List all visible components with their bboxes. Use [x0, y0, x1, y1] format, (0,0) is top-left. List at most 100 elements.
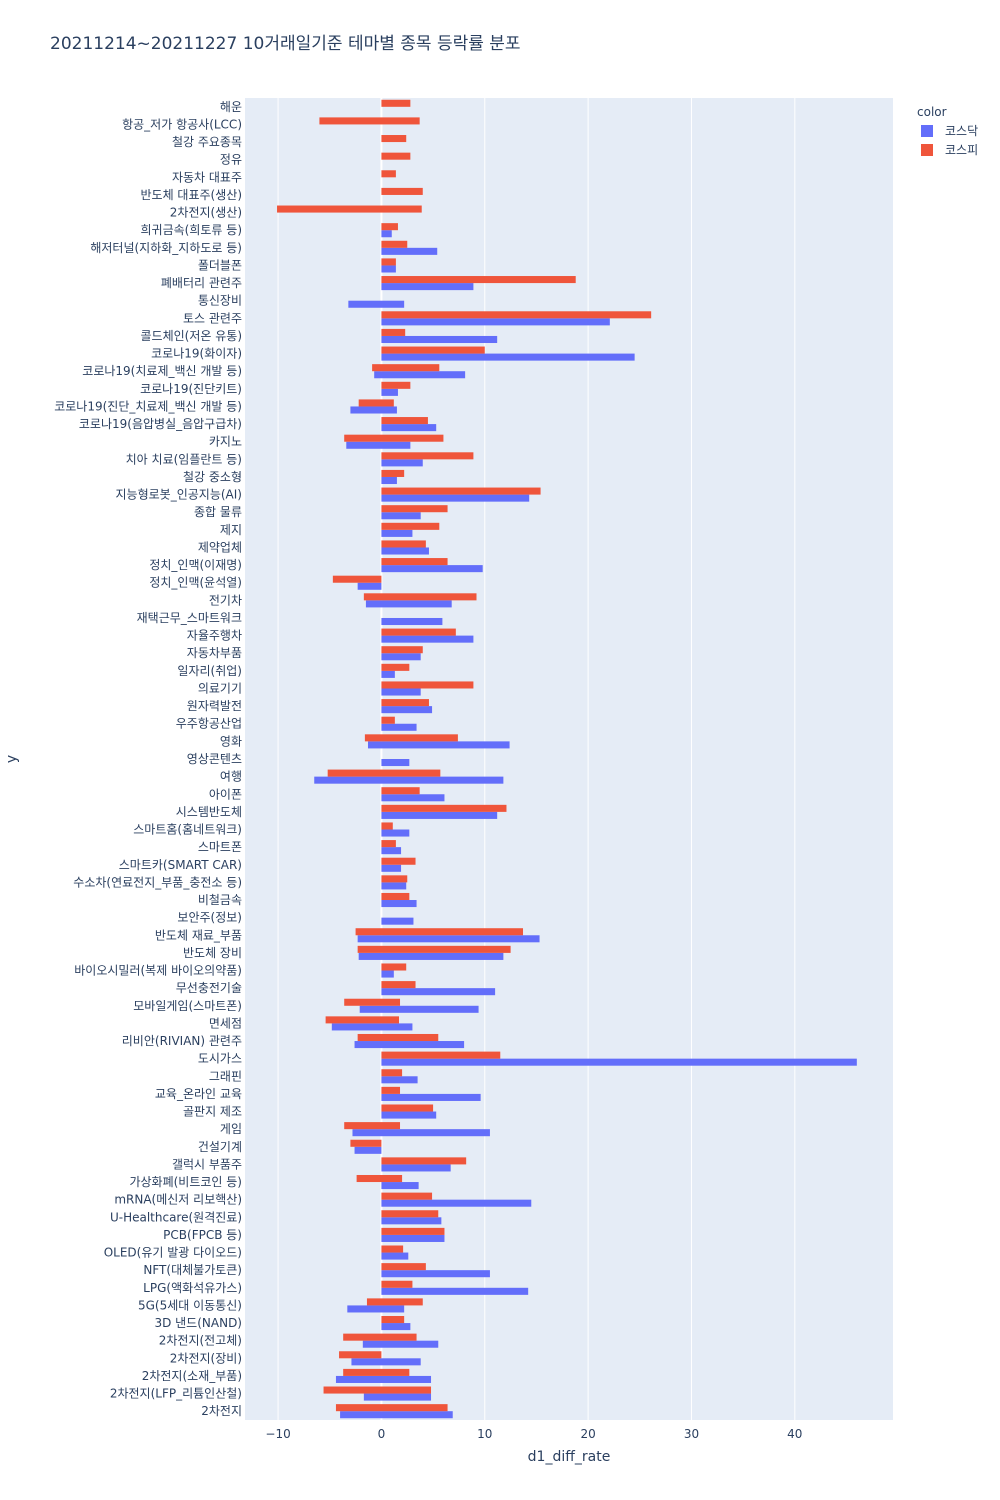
bar-kospi[interactable] — [381, 417, 428, 425]
bar-kospi[interactable] — [343, 1333, 417, 1341]
bar-kospi[interactable] — [381, 1192, 433, 1200]
bar-kospi[interactable] — [381, 822, 393, 830]
bar-kospi[interactable] — [357, 945, 511, 953]
bar-kospi[interactable] — [356, 1174, 403, 1183]
bar-kosdaq[interactable] — [381, 230, 392, 238]
bar-kospi[interactable] — [381, 328, 406, 336]
bar-kosdaq[interactable] — [381, 794, 445, 802]
bar-kospi[interactable] — [381, 135, 407, 143]
bar-kosdaq[interactable] — [381, 900, 417, 908]
bar-kospi[interactable] — [381, 1104, 434, 1112]
bar-kospi[interactable] — [381, 981, 416, 989]
bar-kosdaq[interactable] — [381, 1252, 409, 1260]
bar-kospi[interactable] — [381, 311, 652, 319]
bar-kosdaq[interactable] — [381, 459, 423, 467]
bar-kosdaq[interactable] — [340, 1411, 453, 1419]
bar-kospi[interactable] — [381, 1086, 401, 1094]
bar-kosdaq[interactable] — [350, 406, 397, 414]
legend-swatch[interactable] — [921, 144, 933, 156]
bar-kosdaq[interactable] — [346, 441, 411, 449]
bar-kosdaq[interactable] — [381, 829, 410, 837]
bar-kosdaq[interactable] — [362, 1340, 439, 1348]
bar-kosdaq[interactable] — [381, 1234, 445, 1242]
bar-kospi[interactable] — [372, 364, 440, 372]
bar-kospi[interactable] — [381, 1157, 467, 1165]
bar-kosdaq[interactable] — [381, 635, 474, 643]
bar-kosdaq[interactable] — [381, 512, 421, 520]
bar-kospi[interactable] — [343, 1368, 410, 1376]
bar-kospi[interactable] — [381, 505, 448, 513]
bar-kosdaq[interactable] — [381, 318, 610, 326]
bar-kosdaq[interactable] — [352, 1129, 490, 1137]
bar-kosdaq[interactable] — [381, 882, 407, 890]
bar-kospi[interactable] — [381, 469, 405, 477]
bar-kospi[interactable] — [319, 117, 420, 125]
bar-kospi[interactable] — [344, 1122, 401, 1130]
bar-kosdaq[interactable] — [381, 723, 417, 731]
bar-kosdaq[interactable] — [381, 1270, 490, 1278]
bar-kospi[interactable] — [381, 223, 398, 231]
bar-kospi[interactable] — [325, 1016, 399, 1024]
bar-kospi[interactable] — [357, 1033, 439, 1042]
legend-label[interactable]: 코스피 — [945, 143, 978, 157]
bar-kosdaq[interactable] — [367, 741, 510, 749]
bar-kosdaq[interactable] — [381, 1093, 481, 1101]
bar-kospi[interactable] — [381, 1051, 501, 1059]
bar-kospi[interactable] — [381, 1280, 413, 1288]
bar-kospi[interactable] — [381, 628, 456, 636]
bar-kospi[interactable] — [327, 769, 441, 777]
bar-kospi[interactable] — [344, 434, 444, 442]
bar-kosdaq[interactable] — [381, 1111, 437, 1119]
bar-kospi[interactable] — [363, 593, 477, 601]
bar-kospi[interactable] — [381, 804, 507, 812]
bar-kosdaq[interactable] — [381, 688, 421, 696]
bar-kospi[interactable] — [277, 205, 422, 213]
bar-kosdaq[interactable] — [381, 247, 438, 255]
bar-kospi[interactable] — [381, 892, 410, 901]
bar-kospi[interactable] — [381, 1245, 404, 1253]
bar-kosdaq[interactable] — [354, 1146, 382, 1154]
bar-kospi[interactable] — [381, 346, 485, 354]
bar-kosdaq[interactable] — [381, 706, 433, 714]
bar-kospi[interactable] — [381, 1263, 426, 1271]
bar-kospi[interactable] — [381, 716, 395, 724]
bar-kospi[interactable] — [323, 1386, 432, 1394]
legend-label[interactable]: 코스닥 — [945, 124, 978, 138]
bar-kosdaq[interactable] — [374, 371, 466, 379]
bar-kospi[interactable] — [381, 646, 423, 654]
bar-kospi[interactable] — [381, 276, 576, 284]
bar-kosdaq[interactable] — [381, 811, 498, 819]
bar-kosdaq[interactable] — [347, 1305, 405, 1313]
bar-kospi[interactable] — [381, 558, 448, 566]
legend-swatch[interactable] — [921, 125, 933, 137]
bar-kosdaq[interactable] — [381, 476, 397, 485]
bar-kosdaq[interactable] — [381, 283, 474, 291]
bar-kospi[interactable] — [381, 187, 423, 195]
bar-kosdaq[interactable] — [358, 952, 504, 960]
bar-kosdaq[interactable] — [381, 970, 394, 978]
bar-kosdaq[interactable] — [381, 653, 421, 661]
bar-kospi[interactable] — [335, 1404, 448, 1412]
bar-kospi[interactable] — [381, 1069, 403, 1077]
bar-kosdaq[interactable] — [381, 565, 483, 573]
bar-kosdaq[interactable] — [348, 300, 405, 308]
bar-kospi[interactable] — [381, 381, 411, 389]
bar-kospi[interactable] — [364, 734, 458, 742]
bar-kosdaq[interactable] — [381, 1164, 451, 1172]
bar-kospi[interactable] — [381, 1210, 439, 1218]
bar-kosdaq[interactable] — [351, 1358, 421, 1366]
bar-kospi[interactable] — [381, 840, 396, 848]
bar-kospi[interactable] — [332, 575, 382, 583]
bar-kosdaq[interactable] — [381, 759, 410, 767]
bar-kospi[interactable] — [358, 399, 394, 407]
bar-kosdaq[interactable] — [381, 1287, 529, 1295]
bar-kospi[interactable] — [339, 1351, 382, 1359]
bar-kosdaq[interactable] — [365, 600, 452, 608]
bar-kospi[interactable] — [381, 787, 420, 795]
bar-kosdaq[interactable] — [381, 1323, 411, 1331]
bar-kospi[interactable] — [381, 699, 429, 707]
bar-kosdaq[interactable] — [381, 1058, 857, 1066]
bar-kospi[interactable] — [381, 1227, 445, 1235]
bar-kosdaq[interactable] — [381, 1217, 442, 1225]
